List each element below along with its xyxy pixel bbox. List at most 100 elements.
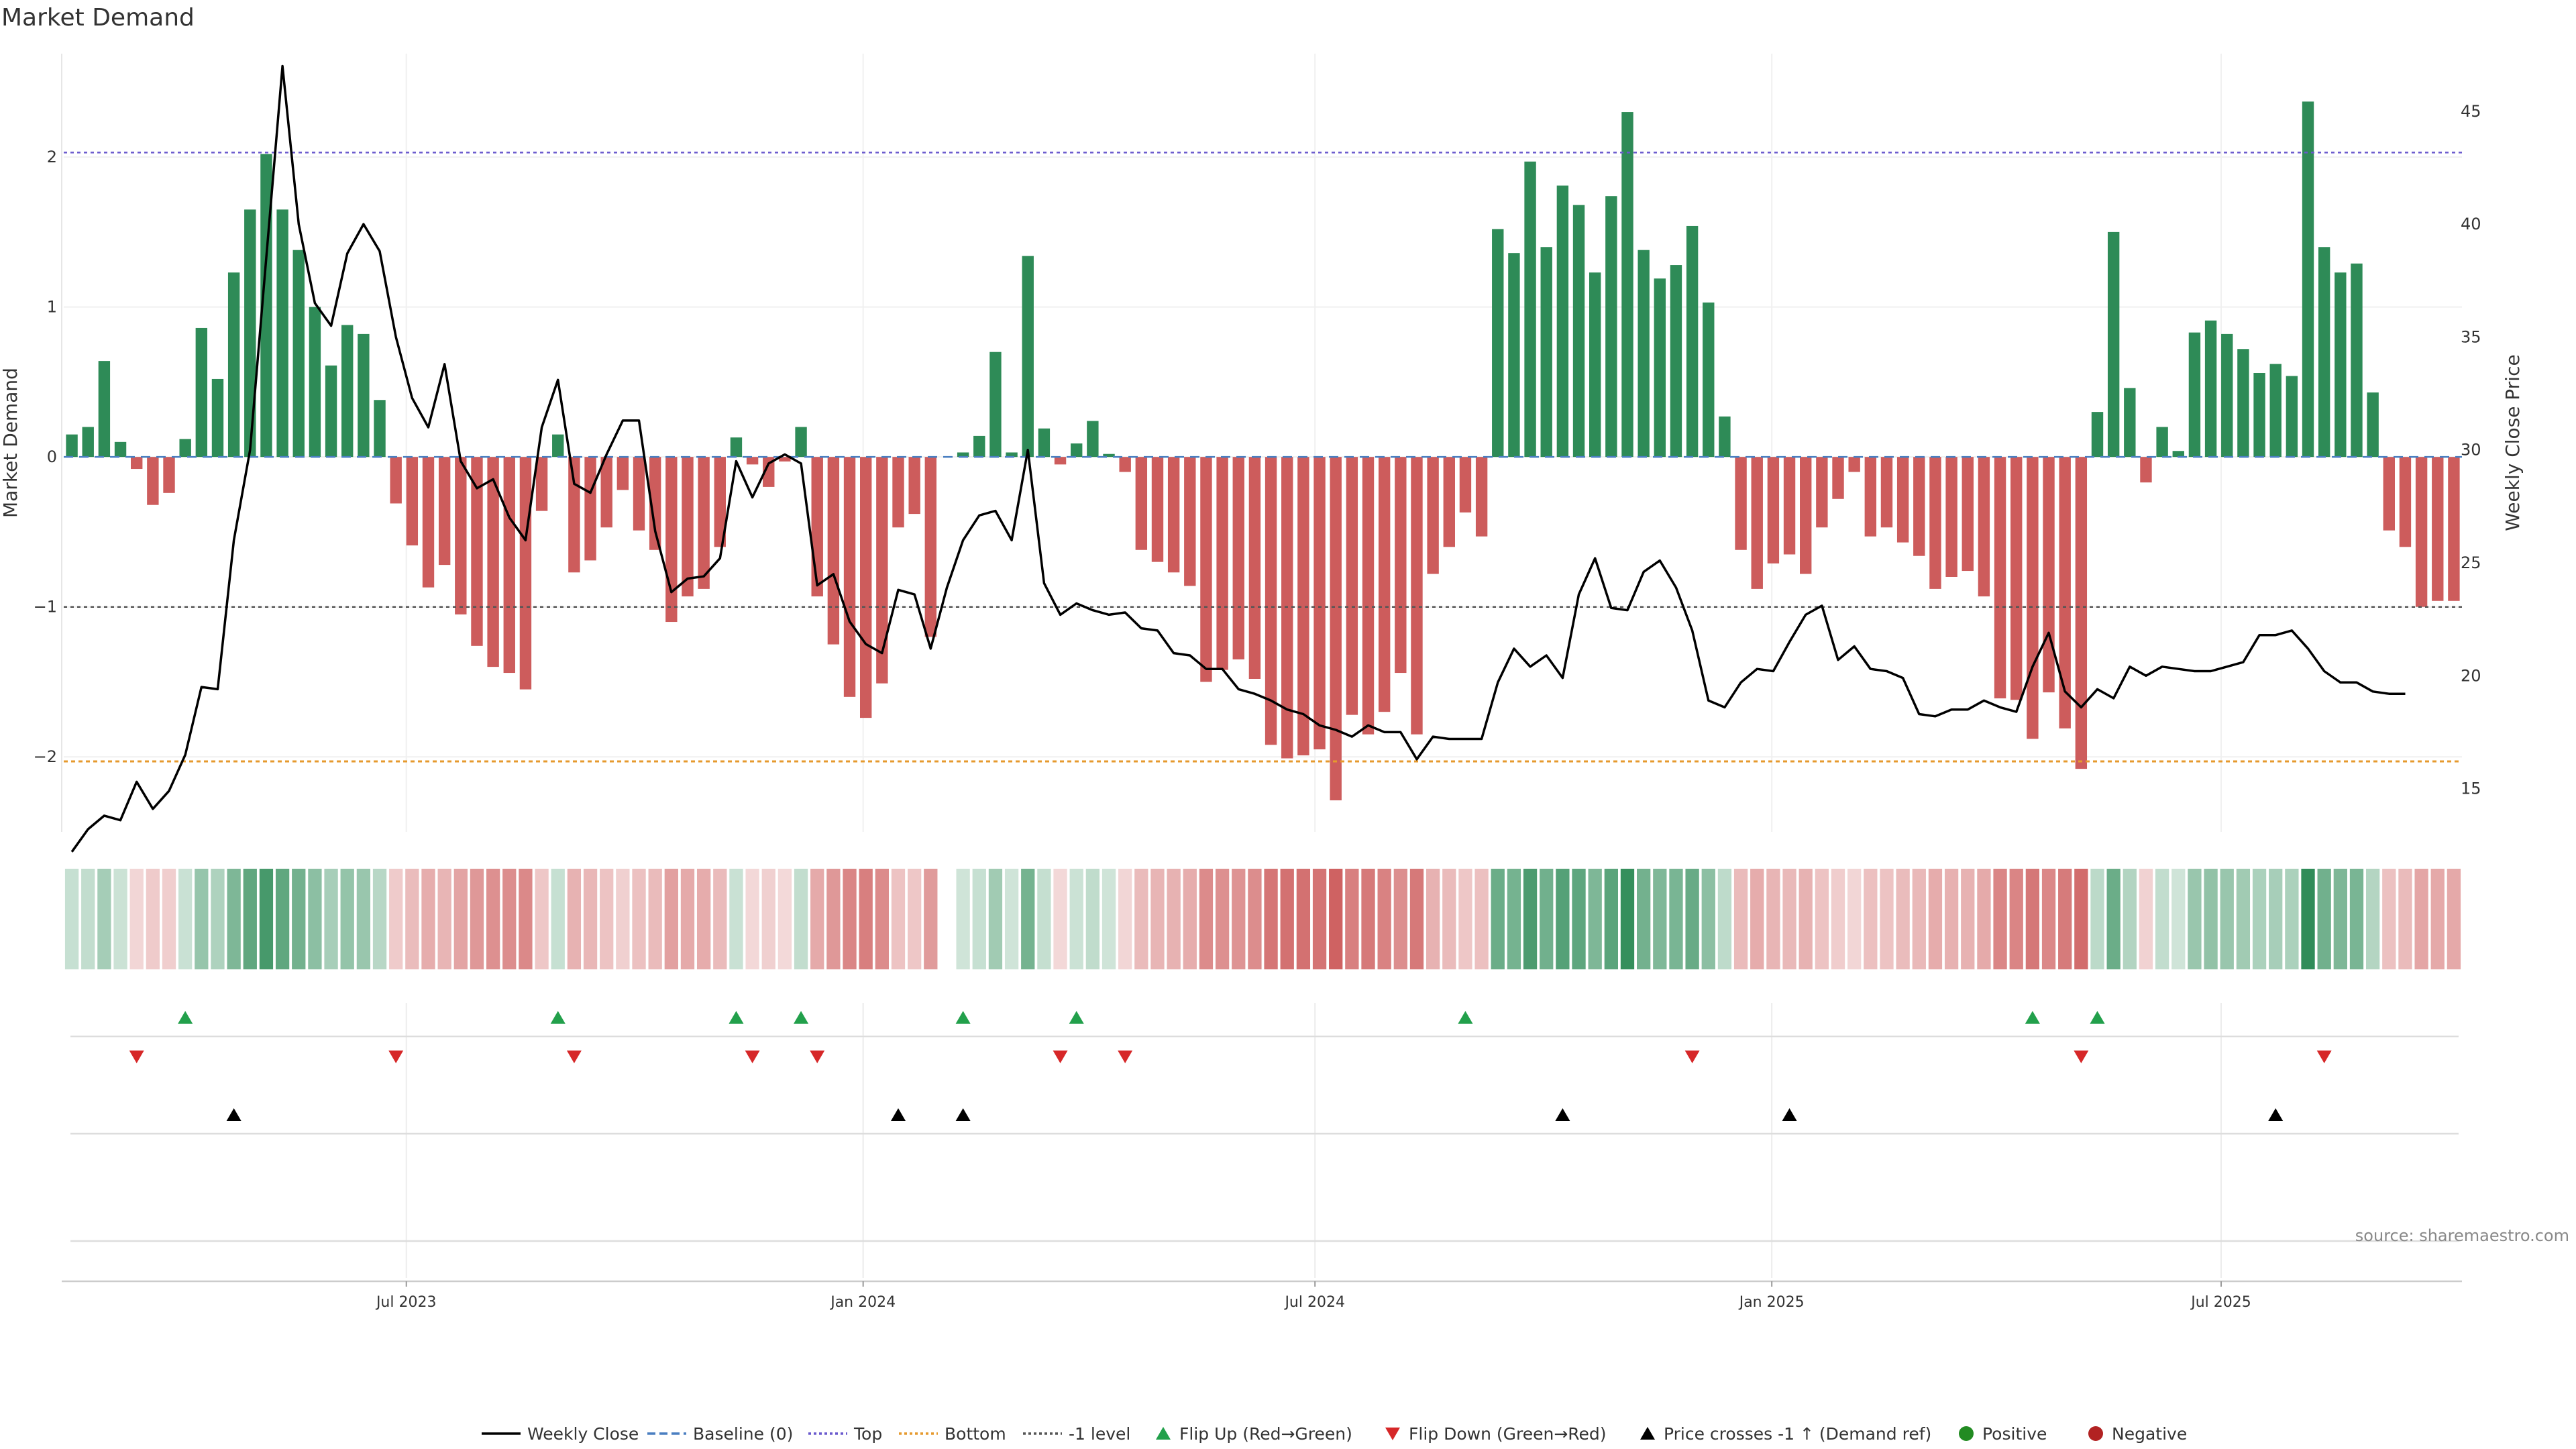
heatmap-cell bbox=[1556, 869, 1570, 969]
price-cross-marker bbox=[1782, 1108, 1797, 1121]
demand-bar-positive bbox=[1006, 452, 1018, 458]
heatmap-cell bbox=[1831, 869, 1845, 969]
heatmap-cell bbox=[2123, 869, 2137, 969]
price-cross-marker bbox=[226, 1108, 241, 1121]
heatmap-cell bbox=[178, 869, 193, 969]
demand-bar-positive bbox=[2269, 364, 2282, 458]
heatmap-cell bbox=[211, 869, 225, 969]
y2-tick-label: 35 bbox=[2461, 327, 2481, 346]
heatmap-cell bbox=[1442, 869, 1456, 969]
heatmap-cell bbox=[2139, 869, 2153, 969]
flip-up-marker bbox=[178, 1011, 193, 1024]
heatmap-cell bbox=[1766, 869, 1780, 969]
legend-flip-down-swatch bbox=[1385, 1428, 1400, 1440]
heatmap-cell bbox=[1248, 869, 1262, 969]
demand-bar-positive bbox=[957, 452, 969, 458]
demand-bar-negative bbox=[1880, 457, 1893, 528]
demand-bar-positive bbox=[1670, 265, 1682, 458]
heatmap-cell bbox=[1409, 869, 1424, 969]
heatmap-cell bbox=[1296, 869, 1311, 969]
demand-bar-negative bbox=[665, 457, 678, 623]
demand-bar-negative bbox=[827, 457, 840, 645]
heatmap-cell bbox=[1717, 869, 1732, 969]
heatmap-cell bbox=[405, 869, 419, 969]
demand-bar-negative bbox=[1232, 457, 1244, 659]
demand-bar-negative bbox=[2059, 457, 2071, 729]
flip-down-marker bbox=[2316, 1051, 2332, 1063]
demand-bar-negative bbox=[600, 457, 612, 528]
heatmap-cell bbox=[1669, 869, 1683, 969]
demand-bar-negative bbox=[908, 457, 920, 515]
heatmap-cell bbox=[1102, 869, 1116, 969]
heatmap-cell bbox=[1961, 869, 1975, 969]
heatmap-cell bbox=[2058, 869, 2072, 969]
demand-bar-negative bbox=[649, 457, 661, 550]
demand-bar-positive bbox=[2107, 231, 2120, 458]
heatmap-cell bbox=[129, 869, 144, 969]
heatmap-cell bbox=[616, 869, 630, 969]
demand-bar-negative bbox=[1248, 457, 1261, 679]
legend-flip-up-label: Flip Up (Red→Green) bbox=[1179, 1424, 1352, 1444]
demand-bar-positive bbox=[1556, 185, 1569, 458]
legend-negative-label: Negative bbox=[2112, 1424, 2187, 1444]
demand-bar-positive bbox=[1540, 247, 1552, 458]
heatmap-cell bbox=[1280, 869, 1294, 969]
heatmap-cell bbox=[324, 869, 338, 969]
legend-negative-swatch bbox=[2088, 1426, 2103, 1441]
heatmap-cell bbox=[567, 869, 582, 969]
y-tick-label: −2 bbox=[34, 747, 57, 766]
heatmap-cell bbox=[600, 869, 614, 969]
flip-up-marker bbox=[794, 1011, 809, 1024]
demand-bar-negative bbox=[1265, 457, 1277, 745]
heatmap-cell bbox=[340, 869, 354, 969]
heatmap-cell bbox=[1685, 869, 1699, 969]
demand-bar-negative bbox=[1395, 457, 1407, 674]
demand-bar-positive bbox=[2124, 388, 2136, 458]
demand-bar-negative bbox=[1832, 457, 1844, 499]
demand-bar-negative bbox=[406, 457, 419, 546]
heatmap-cell bbox=[794, 869, 808, 969]
heatmap-cell bbox=[1491, 869, 1505, 969]
heatmap-cell bbox=[843, 869, 857, 969]
heatmap-cell bbox=[421, 869, 435, 969]
demand-bar-positive bbox=[179, 439, 191, 458]
demand-bar-negative bbox=[746, 457, 759, 465]
heatmap-cell bbox=[64, 869, 79, 969]
demand-bar-negative bbox=[2043, 457, 2055, 693]
heatmap-cell bbox=[713, 869, 727, 969]
flip-down-marker bbox=[388, 1051, 404, 1063]
demand-bar-negative bbox=[1945, 457, 1957, 577]
demand-bar-negative bbox=[535, 457, 548, 511]
demand-bar-negative bbox=[2383, 457, 2395, 531]
demand-bar-negative bbox=[1929, 457, 1941, 589]
demand-bar-positive bbox=[2302, 101, 2314, 458]
demand-bar-negative bbox=[1054, 457, 1067, 465]
demand-bar-positive bbox=[1572, 205, 1585, 458]
demand-bar-negative bbox=[1896, 457, 1909, 543]
heatmap-cell bbox=[859, 869, 873, 969]
flip-down-marker bbox=[1118, 1051, 1133, 1063]
heatmap-cell bbox=[2285, 869, 2299, 969]
heatmap-cell bbox=[2447, 869, 2461, 969]
demand-bar-negative bbox=[1864, 457, 1877, 537]
heatmap-cell bbox=[1377, 869, 1391, 969]
demand-bar-negative bbox=[763, 457, 775, 487]
heatmap-cell bbox=[761, 869, 775, 969]
demand-bar-negative bbox=[1978, 457, 1990, 597]
demand-bar-positive bbox=[1508, 253, 1520, 458]
heatmap-cell bbox=[1329, 869, 1343, 969]
heatmap-cell bbox=[1523, 869, 1538, 969]
price-cross-marker bbox=[2268, 1108, 2284, 1121]
x-tick-label: Jul 2023 bbox=[375, 1294, 437, 1311]
heatmap-cell bbox=[2009, 869, 2023, 969]
demand-bar-negative bbox=[1800, 457, 1812, 574]
heatmap-cell bbox=[2317, 869, 2331, 969]
heatmap-cell bbox=[1312, 869, 1327, 969]
demand-bar-negative bbox=[1313, 457, 1326, 750]
demand-bar-positive bbox=[2351, 263, 2363, 458]
heatmap-cell bbox=[956, 869, 970, 969]
heatmap-cell bbox=[372, 869, 387, 969]
heatmap-cell bbox=[1085, 869, 1100, 969]
heatmap-cell bbox=[275, 869, 290, 969]
heatmap-cell bbox=[292, 869, 306, 969]
